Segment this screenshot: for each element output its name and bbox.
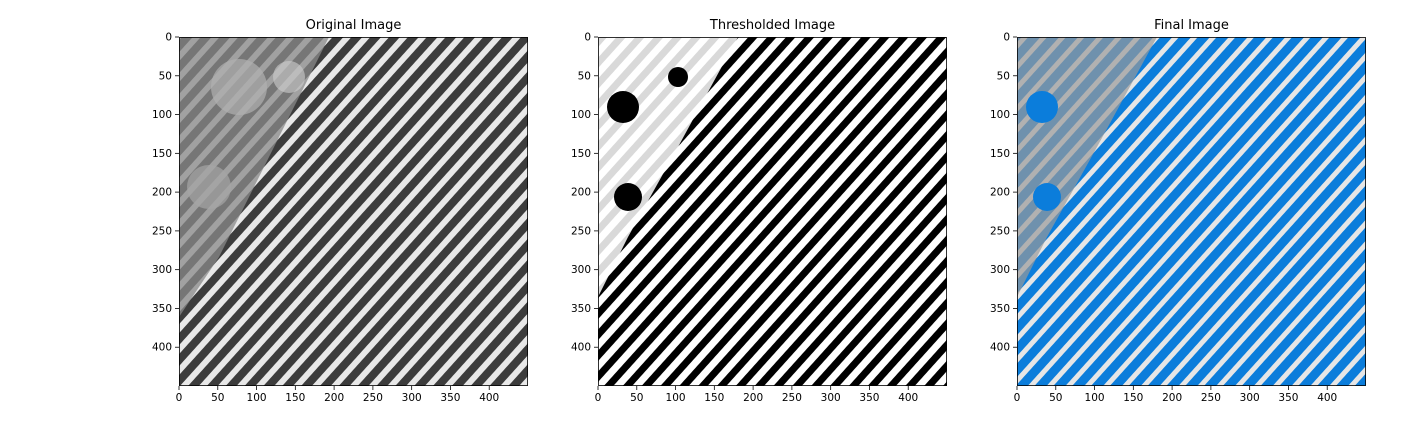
panel-original: Original Image 0 50 100 150 200 250 300 350 400 … [152, 18, 528, 404]
x-tick-label: 350 [1278, 392, 1298, 404]
x-tick-label: 350 [440, 392, 460, 404]
x-tick-label: 300 [821, 392, 841, 404]
x-tick-label: 200 [743, 392, 763, 404]
image-original [179, 37, 528, 386]
y-tick-label: 0 [584, 32, 591, 44]
y-tick-label: 200 [571, 187, 591, 199]
y-tick-label: 400 [990, 342, 1010, 354]
y-tick-label: 200 [152, 187, 172, 199]
x-tick-label: 400 [898, 392, 918, 404]
x-tick-label: 150 [1123, 392, 1143, 404]
x-tick-label: 100 [247, 392, 267, 404]
y-tick-label: 250 [571, 225, 591, 237]
y-tick-label: 250 [990, 225, 1010, 237]
x-tick-label: 400 [1317, 392, 1337, 404]
x-tick-label: 100 [666, 392, 686, 404]
x-tick-label: 300 [1240, 392, 1260, 404]
image-final [1017, 37, 1366, 386]
y-tick-label: 400 [152, 342, 172, 354]
x-tick-label: 150 [285, 392, 305, 404]
y-tick-label: 100 [990, 109, 1010, 121]
y-tick-label: 400 [571, 342, 591, 354]
x-tick-label: 0 [176, 392, 183, 404]
y-tick-label: 50 [159, 70, 172, 82]
y-tick-label: 100 [571, 109, 591, 121]
x-tick-label: 250 [782, 392, 802, 404]
x-tick-label: 0 [1014, 392, 1021, 404]
y-tick-label: 100 [152, 109, 172, 121]
y-tick-label: 300 [990, 264, 1010, 276]
image-thresholded [598, 37, 947, 386]
y-axis: 0 50 100 150 200 250 300 350 400 [571, 32, 598, 354]
y-tick-label: 350 [990, 303, 1010, 315]
x-tick-label: 300 [402, 392, 422, 404]
panel-thresholded: Thresholded Image 0 50 100 150 200 250 300 350 4… [571, 18, 947, 404]
x-tick-label: 200 [1162, 392, 1182, 404]
x-tick-label: 250 [363, 392, 383, 404]
x-tick-label: 400 [479, 392, 499, 404]
y-axis: 0 50 100 150 200 250 300 350 400 [152, 32, 179, 354]
panel-final: Final Image 0 50 100 150 200 250 300 350 400 0 50… [990, 18, 1366, 404]
x-axis: 0 50 100 150 200 250 300 350 400 [176, 386, 499, 404]
y-tick-label: 250 [152, 225, 172, 237]
y-tick-label: 350 [571, 303, 591, 315]
y-tick-label: 150 [571, 148, 591, 160]
panel-title: Final Image [1154, 18, 1229, 33]
y-tick-label: 0 [165, 32, 172, 44]
y-tick-label: 350 [152, 303, 172, 315]
y-tick-label: 0 [1003, 32, 1010, 44]
y-axis: 0 50 100 150 200 250 300 350 400 [990, 32, 1017, 354]
x-tick-label: 150 [704, 392, 724, 404]
y-tick-label: 150 [990, 148, 1010, 160]
y-tick-label: 150 [152, 148, 172, 160]
y-tick-label: 50 [997, 70, 1010, 82]
x-tick-label: 350 [859, 392, 879, 404]
x-tick-label: 50 [1049, 392, 1062, 404]
y-tick-label: 200 [990, 187, 1010, 199]
x-tick-label: 200 [324, 392, 344, 404]
x-tick-label: 100 [1085, 392, 1105, 404]
x-tick-label: 50 [630, 392, 643, 404]
panel-title: Thresholded Image [709, 18, 835, 33]
y-tick-label: 300 [152, 264, 172, 276]
x-tick-label: 250 [1201, 392, 1221, 404]
x-tick-label: 0 [595, 392, 602, 404]
panel-title: Original Image [306, 18, 402, 33]
y-tick-label: 300 [571, 264, 591, 276]
x-tick-label: 50 [211, 392, 224, 404]
x-axis: 0 50 100 150 200 250 300 350 400 [595, 386, 918, 404]
x-axis: 0 50 100 150 200 250 300 350 400 [1014, 386, 1337, 404]
y-tick-label: 50 [578, 70, 591, 82]
